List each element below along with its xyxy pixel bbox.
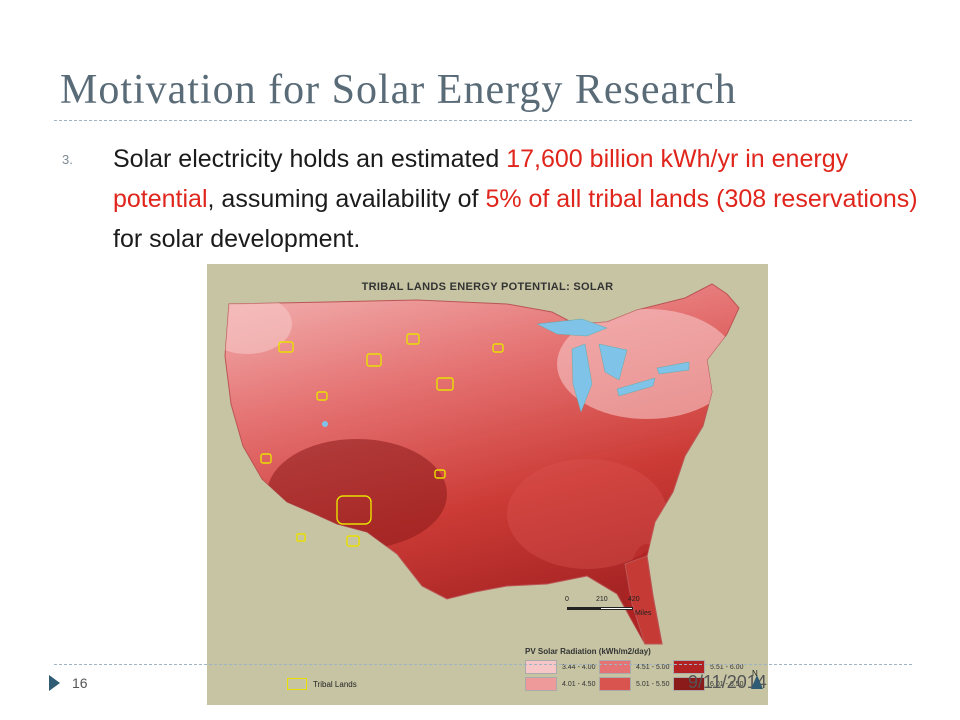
- tribal-land: [336, 495, 372, 525]
- tribal-land: [436, 377, 454, 391]
- legend-swatch: [599, 660, 631, 674]
- tribal-land: [406, 333, 420, 345]
- tribal-land: [346, 535, 360, 547]
- solar-map: TRIBAL LANDS ENERGY POTENTIAL: SOLAR 0 2…: [207, 264, 768, 705]
- bullet-text-part: , assuming availability of: [207, 185, 486, 213]
- legend-title: PV Solar Radiation (kWh/m2/day): [525, 647, 651, 656]
- great-lakes: [536, 318, 690, 413]
- scale-label-420: 420: [628, 596, 640, 603]
- legend-item-5: 5.51 - 6.00: [673, 660, 743, 674]
- legend-swatch: [525, 677, 557, 691]
- legend-item-3: 4.51 - 5.00: [599, 660, 669, 674]
- legend-item-2: 4.01 - 4.50: [525, 677, 595, 691]
- legend-swatch: [673, 677, 705, 691]
- legend-item-4: 5.01 - 5.50: [599, 677, 669, 691]
- slide-title: Motivation for Solar Energy Research: [60, 67, 737, 113]
- scale-bar: 0 210 420 Miles: [565, 596, 657, 622]
- tribal-lands-label: Tribal Lands: [313, 679, 357, 689]
- slide-date: 9/11/2014: [688, 672, 767, 692]
- legend-label: 3.44 - 4.00: [562, 663, 596, 671]
- southeast-band: [507, 459, 667, 569]
- legend-label: 4.51 - 5.00: [636, 663, 670, 671]
- scale-unit: Miles: [635, 610, 652, 617]
- scale-bar-graphic: [567, 607, 633, 610]
- scale-label-210: 210: [596, 596, 608, 603]
- title-divider: [54, 120, 912, 121]
- tribal-land: [316, 391, 328, 401]
- bullet-number: 3.: [62, 152, 73, 167]
- tribal-land: [260, 453, 272, 464]
- bullet-highlight-energy: 17,600 billion kWh/yr in energy potentia…: [113, 145, 849, 213]
- tribal-lands-swatch: [287, 678, 307, 690]
- legend-swatch: [525, 660, 557, 674]
- legend-label: 4.01 - 4.50: [562, 680, 596, 688]
- great-salt-lake: [322, 421, 328, 427]
- north-arrow-icon: [751, 675, 763, 689]
- tribal-lands-legend: Tribal Lands: [287, 678, 357, 690]
- bullet-text-part: Solar electricity holds an estimated: [113, 145, 507, 173]
- map-title: TRIBAL LANDS ENERGY POTENTIAL: SOLAR: [361, 281, 614, 293]
- legend-label: 5.51 - 6.00: [710, 663, 744, 671]
- legend-item-1: 3.44 - 4.00: [525, 660, 595, 674]
- tribal-land: [492, 343, 504, 353]
- tribal-lands: [260, 333, 504, 547]
- northwest-low-radiation: [225, 294, 292, 354]
- northeast-low-radiation: [557, 309, 737, 419]
- bullet-highlight-tribal: 5% of all tribal lands (308 reservations…: [485, 185, 918, 213]
- footer-divider: [54, 664, 912, 665]
- tribal-land: [366, 353, 382, 367]
- legend-item-6: 6.01 - 6.50: [673, 677, 743, 691]
- legend-label: 6.01 - 6.50: [710, 680, 744, 688]
- tribal-land: [296, 533, 306, 542]
- scale-label-0: 0: [565, 596, 569, 603]
- page-number: 16: [72, 675, 88, 691]
- tribal-land: [434, 469, 446, 479]
- bullet-text: Solar electricity holds an estimated 17,…: [113, 139, 923, 259]
- southwest-high-radiation: [267, 439, 447, 549]
- florida-peninsula: [624, 555, 663, 645]
- footer-arrow-icon: [49, 675, 60, 691]
- legend-swatch: [673, 660, 705, 674]
- legend-swatch: [599, 677, 631, 691]
- us-map-graphic: [224, 283, 740, 645]
- tribal-land: [278, 341, 294, 353]
- legend-label: 5.01 - 5.50: [636, 680, 670, 688]
- bullet-text-part: for solar development.: [113, 225, 361, 253]
- north-label: N: [752, 669, 758, 678]
